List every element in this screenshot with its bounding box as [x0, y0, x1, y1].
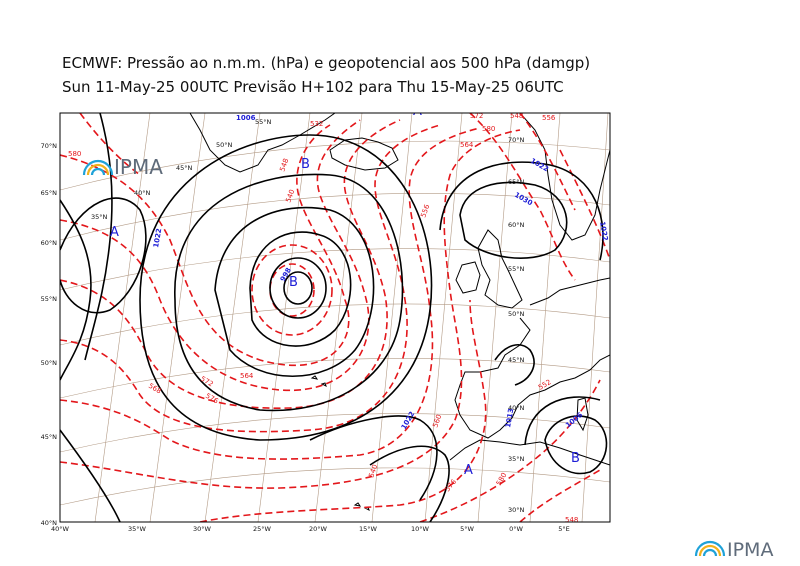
ipma-logo-footer: IPMA [694, 539, 773, 561]
left-axis-labels: 70°N 65°N 60°N 55°N 50°N 45°N 40°N [41, 142, 58, 527]
grid-label-0: 55°N [255, 118, 272, 126]
ipma-logo-map-text: IPMA [114, 155, 163, 179]
isobar-label-8: 1022 [598, 221, 609, 242]
grid-label-11: 40°N [508, 404, 525, 412]
isobar-label-4: 1030 [513, 191, 534, 208]
chart-title-line2: Sun 11-May-25 00UTC Previsão H+102 para … [62, 78, 564, 96]
isobar-label-3: 1022 [529, 157, 550, 174]
grid-label-10: 45°N [508, 356, 525, 364]
x-label-7: 5°W [460, 525, 474, 533]
geo-label-9: 556 [542, 114, 556, 122]
centre-label-2: B [289, 275, 298, 290]
grid-label-5: 70°N [508, 136, 525, 144]
y-label-3: 55°N [41, 295, 58, 303]
x-label-8: 0°W [509, 525, 523, 533]
y-label-6: 40°N [41, 519, 58, 527]
geo-label-6: 580 [482, 125, 495, 133]
x-label-0: 40°W [51, 525, 70, 533]
x-label-2: 30°W [193, 525, 212, 533]
y-label-2: 60°N [41, 239, 58, 247]
geo-label-19: 548 [565, 516, 578, 524]
x-label-1: 35°W [128, 525, 147, 533]
ipma-logo-footer-text: IPMA [727, 539, 773, 561]
centre-label-5: B [571, 451, 580, 466]
geo-label-4: 564 [460, 141, 474, 149]
map-frame [59, 112, 611, 523]
grid-label-4: 35°N [91, 213, 108, 221]
grid-label-6: 65°N [508, 178, 525, 186]
x-label-6: 10°W [411, 525, 430, 533]
isobar-label-1: 1022 [152, 228, 163, 249]
grid-label-12: 35°N [508, 455, 525, 463]
geo-label-5: 572 [470, 112, 483, 120]
centre-label-1: B [301, 157, 310, 172]
geo-label-14: 560 [431, 413, 443, 428]
grid-label-13: 30°N [508, 506, 525, 514]
map-area: A B B A A B 1006 1022 998 1022 1030 1022… [60, 104, 610, 524]
geo-label-13: 568 [147, 382, 163, 396]
isobar-label-6: 1013 [504, 408, 515, 429]
y-label-5: 45°N [41, 433, 58, 441]
y-label-1: 65°N [41, 189, 58, 197]
isobar-label-0: 1006 [236, 114, 256, 122]
y-label-0: 70°N [41, 142, 58, 150]
chart-title-line1: ECMWF: Pressão ao n.m.m. (hPa) e geopote… [62, 54, 591, 72]
grid-label-3: 40°N [134, 189, 151, 197]
centre-label-0: A [110, 225, 119, 240]
ipma-logo-map: IPMA [82, 155, 163, 179]
grid-label-2: 45°N [176, 164, 193, 172]
centre-label-3: A [413, 104, 422, 119]
geo-label-1: 548 [278, 157, 290, 172]
grid-label-7: 60°N [508, 221, 525, 229]
geo-label-0: 580 [68, 150, 81, 158]
geo-label-2: 540 [284, 188, 296, 203]
y-label-4: 50°N [41, 359, 58, 367]
geo-label-17: 580 [495, 471, 509, 487]
x-label-3: 25°W [253, 525, 272, 533]
graticule [60, 113, 610, 522]
x-label-4: 20°W [309, 525, 328, 533]
grid-label-1: 50°N [216, 141, 233, 149]
grid-label-9: 50°N [508, 310, 525, 318]
geo-label-8: 548 [510, 112, 523, 120]
geo-label-16: 576 [443, 477, 458, 493]
bottom-axis-labels: 40°W 35°W 30°W 25°W 20°W 15°W 10°W 5°W 0… [51, 525, 570, 533]
x-label-9: 5°E [558, 525, 570, 533]
geo-label-3: 556 [419, 203, 431, 219]
centre-label-4: A [464, 463, 473, 478]
geo-label-7: 532 [310, 120, 323, 128]
x-label-5: 15°W [359, 525, 378, 533]
isobar-label-5: 1022 [400, 410, 417, 431]
geo-label-15: 540 [367, 463, 379, 478]
grid-label-8: 55°N [508, 265, 525, 273]
isobars [60, 113, 608, 522]
graticule-labels: 55°N 50°N 45°N 40°N 35°N 70°N 65°N 60°N … [91, 118, 525, 514]
geo-label-10: 564 [240, 372, 254, 380]
